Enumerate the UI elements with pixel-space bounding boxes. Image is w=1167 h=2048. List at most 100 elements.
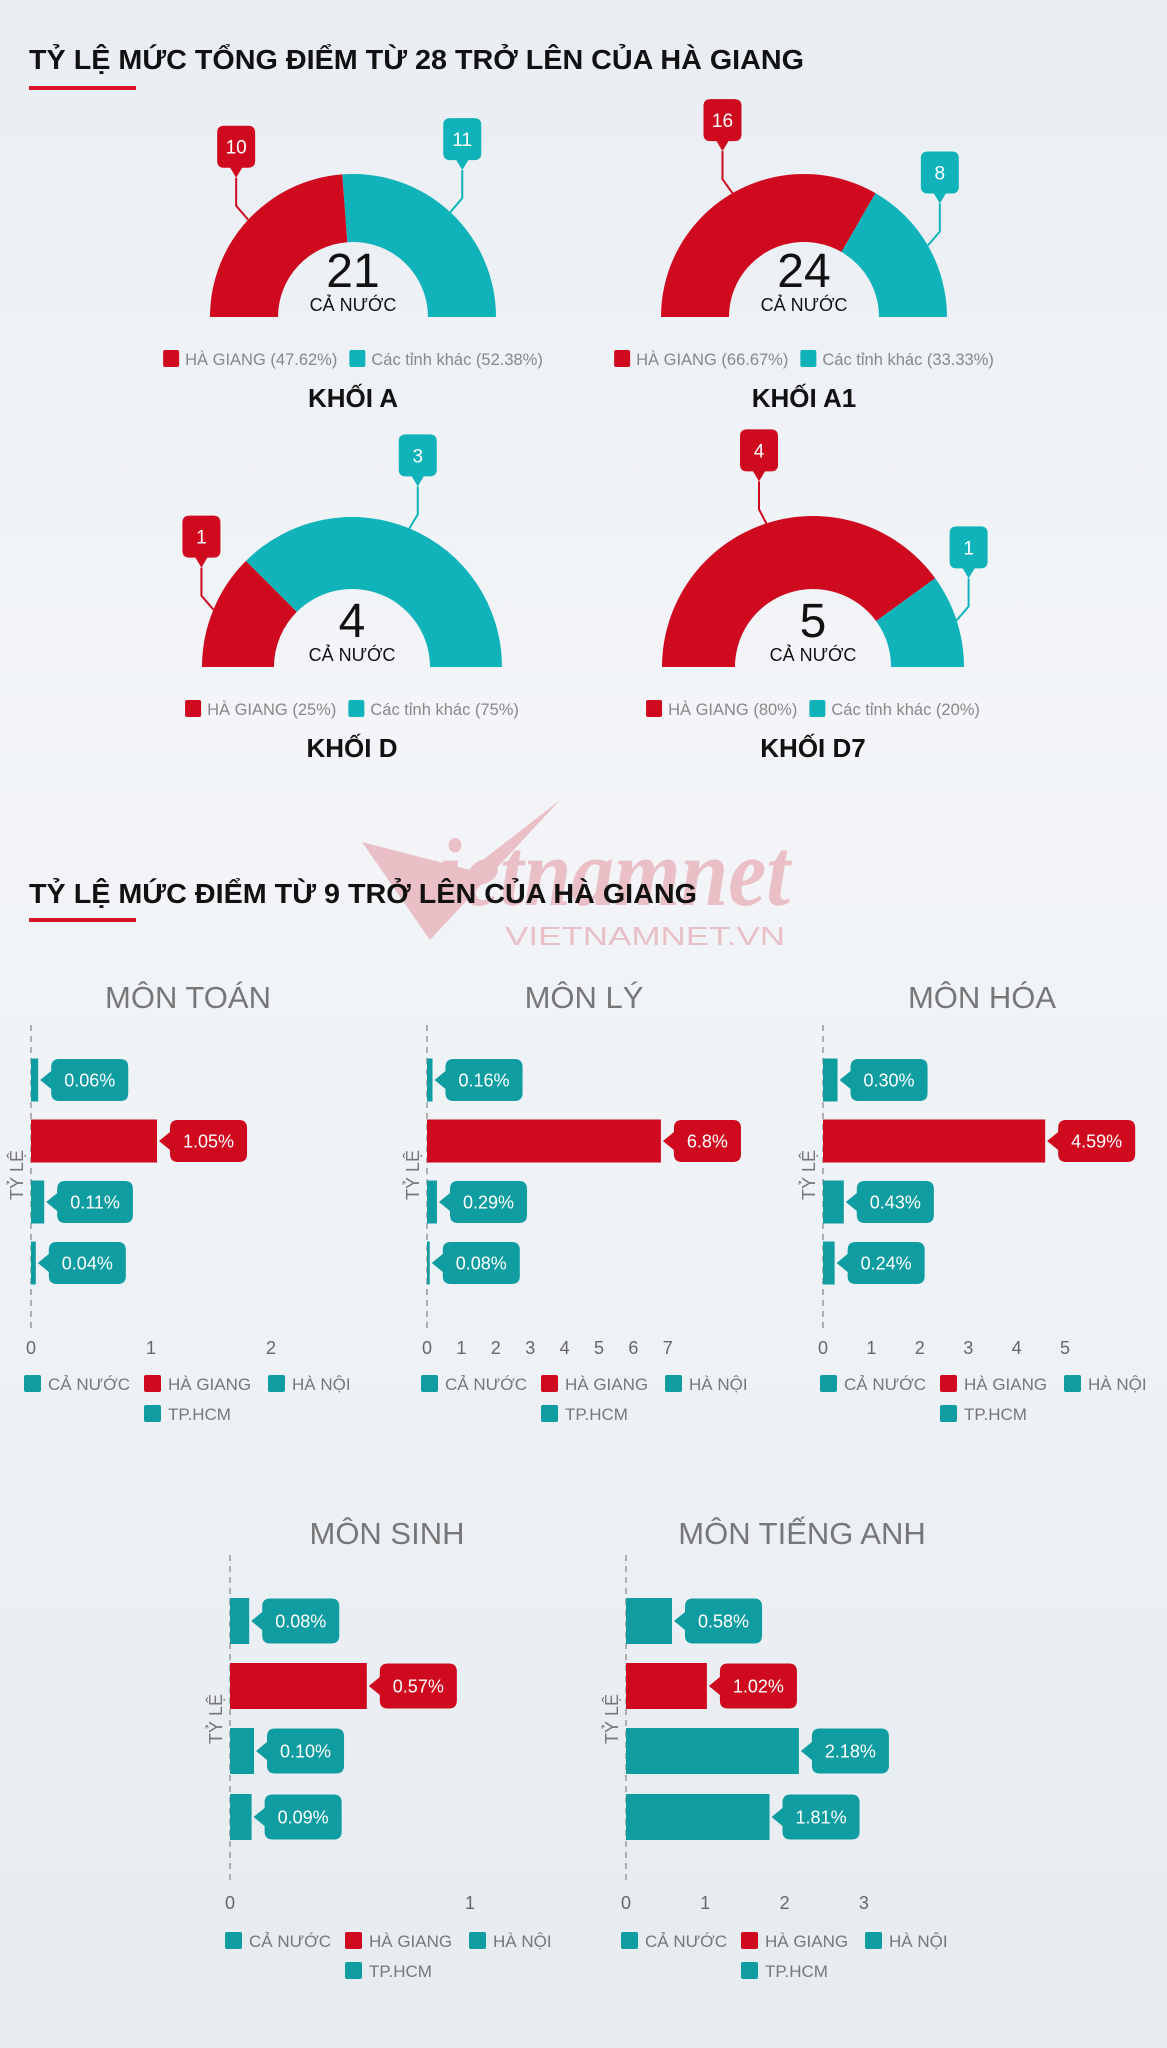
bar[interactable] xyxy=(823,1180,844,1224)
legend-swatch xyxy=(185,700,202,717)
watermark: vietnamnet VIETNAMNET.VN xyxy=(362,800,793,951)
legend-item[interactable]: Các tỉnh khác (33.33%) xyxy=(800,350,994,369)
legend-item[interactable]: HÀ NỘI xyxy=(1064,1375,1147,1394)
legend-label: Các tỉnh khác (33.33%) xyxy=(822,351,994,369)
legend-item[interactable]: Các tỉnh khác (75%) xyxy=(348,700,519,719)
bar-data-label: 4.59% xyxy=(1071,1132,1122,1152)
legend-item[interactable]: HÀ GIANG xyxy=(345,1932,452,1951)
gauge-total: 24 xyxy=(777,245,830,298)
x-tick-label: 6 xyxy=(628,1338,638,1358)
legend-item[interactable]: HÀ NỘI xyxy=(268,1375,351,1394)
legend-label: TP.HCM xyxy=(964,1405,1027,1424)
bar[interactable] xyxy=(626,1728,799,1774)
x-tick-label: 3 xyxy=(525,1338,535,1358)
x-tick-label: 5 xyxy=(1060,1338,1070,1358)
legend-item[interactable]: CẢ NƯỚC xyxy=(24,1375,130,1394)
bar-chart: MÔN TOÁN TỶ LỆ 0.06% 1.05% 0.11% 0.04% 0 1 2 CẢ N… xyxy=(6,980,351,1424)
x-tick-label: 3 xyxy=(859,1893,869,1913)
gauge-title: KHỐI A xyxy=(308,383,398,413)
legend-item[interactable]: HÀ GIANG xyxy=(741,1932,848,1951)
legend-item[interactable]: TP.HCM xyxy=(541,1405,628,1424)
legend-label: HÀ NỘI xyxy=(493,1932,552,1951)
callout-value: 16 xyxy=(712,111,733,132)
bar[interactable] xyxy=(427,1180,437,1224)
legend-item[interactable]: HÀ GIANG (47.62%) xyxy=(163,350,337,369)
gauge-total-label: CẢ NƯỚC xyxy=(310,294,397,315)
legend-swatch xyxy=(24,1375,41,1392)
bar[interactable] xyxy=(823,1119,1046,1163)
legend-swatch xyxy=(345,1932,362,1949)
bar[interactable] xyxy=(427,1241,430,1285)
callout-line xyxy=(235,177,249,221)
bar[interactable] xyxy=(230,1663,367,1709)
callout-value: 8 xyxy=(935,164,946,185)
legend-swatch xyxy=(541,1375,558,1392)
bar-data-label: 0.09% xyxy=(278,1808,329,1828)
bar-data-label: 0.11% xyxy=(70,1193,120,1213)
gauges-title-underline xyxy=(29,86,136,90)
legend-item[interactable]: HÀ GIANG (25%) xyxy=(185,700,336,719)
legend-swatch xyxy=(621,1932,638,1949)
legend-item[interactable]: CẢ NƯỚC xyxy=(621,1932,727,1951)
gauge-legend: HÀ GIANG (80%) Các tỉnh khác (20%) xyxy=(646,700,980,719)
legend-item[interactable]: HÀ GIANG xyxy=(541,1375,648,1394)
x-tick-label: 1 xyxy=(146,1338,156,1358)
legend-item[interactable]: TP.HCM xyxy=(144,1405,231,1424)
legend-item[interactable]: Các tỉnh khác (20%) xyxy=(809,700,980,719)
bar[interactable] xyxy=(626,1794,770,1840)
legend-item[interactable]: CẢ NƯỚC xyxy=(225,1932,331,1951)
bar[interactable] xyxy=(427,1058,433,1102)
legend-swatch xyxy=(1064,1375,1081,1392)
y-axis-label: TỶ LỆ xyxy=(205,1694,226,1744)
legend-item[interactable]: Các tỉnh khác (52.38%) xyxy=(349,350,543,369)
bar[interactable] xyxy=(427,1119,661,1163)
bar-data-label: 0.29% xyxy=(463,1193,514,1213)
bar[interactable] xyxy=(230,1598,250,1644)
legend-item[interactable]: HÀ NỘI xyxy=(665,1375,748,1394)
legend-label: HÀ GIANG (25%) xyxy=(207,700,336,719)
legend-swatch xyxy=(348,700,365,717)
legend-item[interactable]: HÀ NỘI xyxy=(865,1932,948,1951)
legend-swatch xyxy=(268,1375,285,1392)
chart-title: MÔN TOÁN xyxy=(105,980,271,1015)
legend-label: HÀ NỘI xyxy=(689,1375,748,1394)
legend-item[interactable]: TP.HCM xyxy=(940,1405,1027,1424)
bar[interactable] xyxy=(31,1180,45,1224)
legend-item[interactable]: CẢ NƯỚC xyxy=(820,1375,926,1394)
bar[interactable] xyxy=(823,1058,838,1102)
legend-swatch xyxy=(940,1405,957,1422)
legend-item[interactable]: HÀ NỘI xyxy=(469,1932,552,1951)
legend-label: TP.HCM xyxy=(565,1405,628,1424)
legend-swatch xyxy=(345,1962,362,1979)
callout-value: 1 xyxy=(196,528,207,549)
legend-item[interactable]: TP.HCM xyxy=(345,1962,432,1981)
bar[interactable] xyxy=(230,1794,252,1840)
bar[interactable] xyxy=(31,1241,36,1285)
legend-item[interactable]: TP.HCM xyxy=(741,1962,828,1981)
bar[interactable] xyxy=(31,1119,157,1163)
bar-data-label: 0.43% xyxy=(870,1193,921,1213)
bar[interactable] xyxy=(626,1663,707,1709)
legend-item[interactable]: HÀ GIANG xyxy=(144,1375,251,1394)
legend-item[interactable]: CẢ NƯỚC xyxy=(421,1375,527,1394)
legend-item[interactable]: HÀ GIANG (66.67%) xyxy=(614,350,788,369)
bar-data-label: 0.24% xyxy=(861,1254,912,1274)
x-tick-label: 0 xyxy=(621,1893,631,1913)
legend-swatch xyxy=(741,1932,758,1949)
x-tick-label: 1 xyxy=(465,1893,475,1913)
x-tick-label: 4 xyxy=(1012,1338,1022,1358)
bar[interactable] xyxy=(31,1058,39,1102)
legend-label: TP.HCM xyxy=(168,1405,231,1424)
data-label-bubble xyxy=(1047,1120,1136,1162)
data-label-bubble xyxy=(673,1598,763,1644)
bar[interactable] xyxy=(230,1728,254,1774)
legend-swatch xyxy=(163,350,180,367)
gauge-segment xyxy=(210,174,348,317)
legend-item[interactable]: HÀ GIANG xyxy=(940,1375,1047,1394)
bar[interactable] xyxy=(626,1598,672,1644)
legend-label: HÀ NỘI xyxy=(1088,1375,1147,1394)
gauge-segment xyxy=(876,578,964,667)
bar[interactable] xyxy=(823,1241,835,1285)
callout-line xyxy=(927,203,941,247)
legend-item[interactable]: HÀ GIANG (80%) xyxy=(646,700,797,719)
